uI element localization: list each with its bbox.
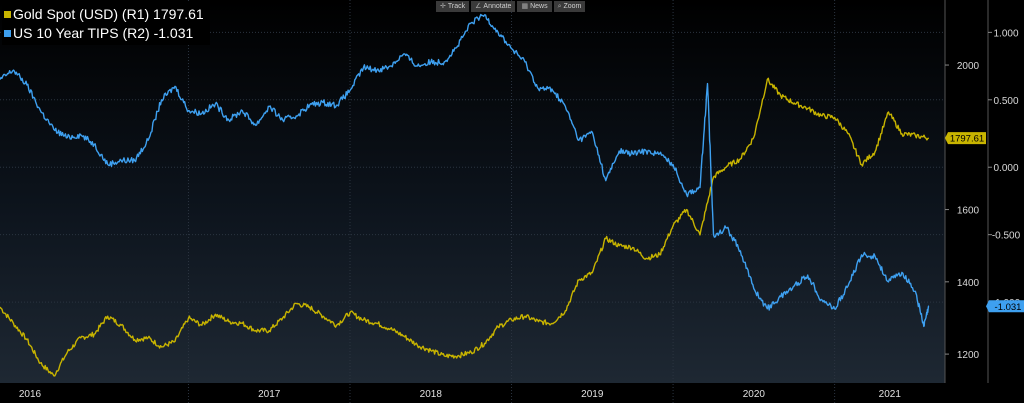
last-value-badge-tips: -1.031	[986, 300, 1024, 313]
series-layer	[0, 13, 930, 377]
badge-shape	[986, 300, 1024, 313]
pencil-icon: ∠	[475, 3, 482, 10]
tick-label-inner: 0.500	[993, 96, 1018, 107]
series-line-gold	[0, 77, 929, 377]
tick-label-outer: 1200	[957, 350, 980, 361]
tick-label-outer: 2000	[957, 61, 980, 72]
chart-toolbar: ✛ Track ∠ Annotate ▦ News ⌕ Zoom	[436, 1, 586, 12]
zoom-icon: ⌕	[557, 3, 562, 10]
track-label: Track	[447, 3, 466, 10]
x-tick-label: 2020	[743, 389, 766, 400]
series-line-tips	[0, 13, 930, 328]
legend-item-tips[interactable]: US 10 Year TIPS (R2) -1.031	[4, 24, 204, 43]
x-tick-label: 2016	[19, 389, 42, 400]
zoom-label: Zoom	[563, 3, 582, 10]
tick-label-inner: 1.000	[993, 28, 1018, 39]
tick-label-outer: 1400	[957, 278, 980, 289]
x-tick-label: 2021	[879, 389, 902, 400]
tick-label-inner: 0.000	[993, 163, 1018, 174]
legend-swatch-tips	[4, 30, 11, 37]
x-tick-label: 2018	[420, 389, 443, 400]
x-axis-background	[0, 383, 945, 403]
news-icon: ▦	[521, 3, 529, 10]
plot-background	[0, 0, 945, 383]
legend-item-gold[interactable]: Gold Spot (USD) (R1) 1797.61	[4, 5, 204, 24]
legend-label-tips: US 10 Year TIPS (R2)	[13, 25, 150, 41]
legend-label-gold: Gold Spot (USD) (R1)	[13, 6, 150, 22]
axis-panel-background	[945, 0, 1024, 403]
last-value-badge-gold: 1797.61	[945, 132, 986, 145]
tick-label-inner: -0.500	[992, 231, 1021, 242]
tick-label-outer: 1600	[957, 206, 980, 217]
annotate-button[interactable]: ∠ Annotate	[471, 1, 516, 12]
badge-label: -1.031	[995, 302, 1022, 313]
legend-value-tips: -1.031	[153, 25, 194, 41]
badge-shape	[945, 132, 986, 145]
legend-swatch-gold	[4, 11, 11, 18]
crosshair-icon: ✛	[440, 3, 446, 10]
annotate-label: Annotate	[483, 3, 512, 10]
grid	[0, 0, 945, 403]
legend-value-gold: 1797.61	[153, 6, 204, 22]
badge-label: 1797.61	[950, 134, 984, 145]
zoom-button[interactable]: ⌕ Zoom	[553, 1, 586, 12]
axis-layer: 200018001600140012001.0000.5000.000-0.50…	[19, 0, 1024, 400]
news-label: News	[530, 3, 548, 10]
track-button[interactable]: ✛ Track	[436, 1, 470, 12]
x-tick-label: 2017	[258, 389, 281, 400]
legend: Gold Spot (USD) (R1) 1797.61 US 10 Year …	[2, 3, 210, 45]
x-tick-label: 2019	[581, 389, 604, 400]
news-button[interactable]: ▦ News	[517, 1, 552, 12]
